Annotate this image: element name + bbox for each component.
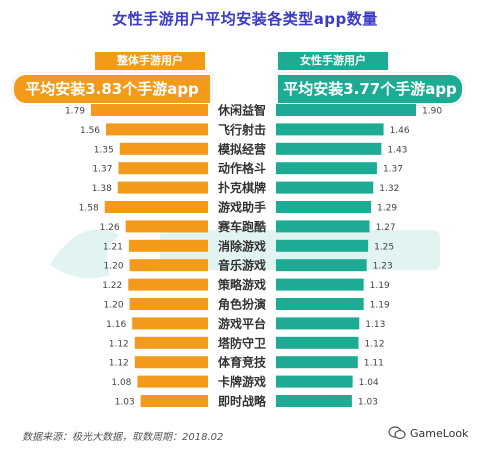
bar-female-2	[276, 142, 382, 155]
category-label-5: 游戏助手	[218, 200, 266, 215]
value-label-overall-9: 1.22	[102, 281, 122, 291]
value-label-overall-10: 1.20	[104, 301, 124, 311]
data-source-note: 数据来源：极光大数据，取数周期：2018.02	[22, 432, 224, 443]
bar-overall-9	[128, 278, 208, 291]
chart-title: 女性手游用户平均安装各类型app数量	[112, 10, 378, 28]
female-users-label: 女性手游用户	[278, 52, 388, 70]
value-label-female-9: 1.19	[370, 281, 390, 291]
bar-female-4	[276, 181, 374, 194]
value-label-overall-11: 1.16	[106, 320, 126, 330]
brand-mark: GameLook	[388, 424, 469, 442]
value-label-female-0: 1.90	[422, 107, 442, 117]
bar-overall-2	[119, 142, 208, 155]
value-label-overall-5: 1.58	[79, 204, 99, 214]
bar-overall-1	[106, 123, 208, 136]
value-label-female-6: 1.27	[376, 223, 396, 233]
bar-overall-8	[129, 259, 208, 272]
category-label-10: 角色扮演	[218, 297, 266, 312]
value-label-female-12: 1.12	[365, 339, 385, 349]
value-label-female-3: 1.37	[383, 165, 403, 175]
bar-female-3	[276, 162, 377, 175]
category-label-4: 扑克棋牌	[218, 180, 266, 195]
bar-overall-10	[129, 298, 208, 310]
bar-overall-4	[117, 181, 208, 194]
bar-female-1	[276, 123, 384, 136]
value-label-overall-2: 1.35	[94, 145, 114, 155]
bar-overall-11	[132, 317, 208, 330]
category-label-15: 即时战略	[218, 394, 267, 409]
bar-female-5	[276, 201, 372, 213]
value-label-overall-14: 1.08	[111, 378, 131, 388]
category-label-0: 休闲益智	[217, 103, 266, 118]
category-label-9: 策略游戏	[218, 277, 266, 292]
overall-average-pill: 平均安装3.83个手游app	[12, 73, 212, 105]
category-label-12: 塔防守卫	[218, 335, 266, 350]
bar-female-9	[276, 278, 364, 291]
bar-overall-0	[91, 104, 208, 116]
bar-female-8	[276, 259, 367, 272]
category-label-2: 模拟经营	[218, 141, 266, 156]
value-label-female-11: 1.13	[365, 320, 385, 330]
value-label-female-1: 1.46	[390, 126, 410, 136]
value-label-overall-13: 1.12	[109, 359, 129, 369]
bar-female-10	[276, 298, 364, 310]
value-label-female-13: 1.11	[364, 359, 384, 369]
value-label-female-15: 1.03	[358, 398, 378, 408]
bar-overall-13	[134, 356, 208, 369]
bar-overall-12	[134, 336, 208, 349]
bar-overall-15	[140, 395, 208, 407]
brand-name: GameLook	[410, 426, 469, 440]
bar-female-13	[276, 356, 358, 369]
bar-female-12	[276, 336, 359, 349]
value-label-female-8: 1.23	[373, 262, 393, 272]
bar-female-0	[276, 104, 416, 116]
category-label-13: 体育竞技	[218, 355, 267, 370]
value-label-female-10: 1.19	[370, 301, 390, 311]
bar-overall-7	[128, 239, 208, 252]
value-label-overall-15: 1.03	[115, 398, 135, 408]
bar-overall-5	[104, 201, 208, 213]
overall-users-label: 整体手游用户	[95, 52, 205, 70]
value-label-overall-3: 1.37	[92, 165, 112, 175]
bar-female-15	[276, 395, 352, 407]
category-label-1: 飞行射击	[218, 122, 266, 137]
bar-overall-6	[125, 220, 208, 233]
value-label-overall-6: 1.26	[100, 223, 120, 233]
value-label-overall-12: 1.12	[109, 339, 129, 349]
bar-female-14	[276, 375, 353, 388]
value-label-overall-1: 1.56	[80, 126, 100, 136]
bar-overall-3	[118, 162, 208, 175]
category-label-8: 音乐游戏	[218, 258, 266, 273]
bar-overall-14	[137, 375, 208, 388]
wechat-icon	[388, 426, 406, 440]
category-label-7: 消除游戏	[218, 238, 266, 253]
value-label-overall-0: 1.79	[65, 107, 85, 117]
value-label-overall-4: 1.38	[92, 184, 112, 194]
value-label-female-14: 1.04	[359, 378, 379, 388]
value-label-overall-8: 1.20	[104, 262, 124, 272]
bar-female-7	[276, 239, 369, 252]
category-label-11: 游戏平台	[218, 316, 266, 331]
category-label-6: 赛车跑酷	[217, 219, 266, 234]
bar-female-11	[276, 317, 360, 330]
bar-female-6	[276, 220, 370, 233]
value-label-female-7: 1.25	[374, 242, 394, 252]
value-label-female-4: 1.32	[379, 184, 399, 194]
value-label-female-2: 1.43	[387, 145, 407, 155]
value-label-overall-7: 1.21	[103, 242, 123, 252]
value-label-female-5: 1.29	[377, 204, 397, 214]
category-label-3: 动作格斗	[218, 161, 266, 176]
category-label-14: 卡牌游戏	[218, 374, 266, 389]
